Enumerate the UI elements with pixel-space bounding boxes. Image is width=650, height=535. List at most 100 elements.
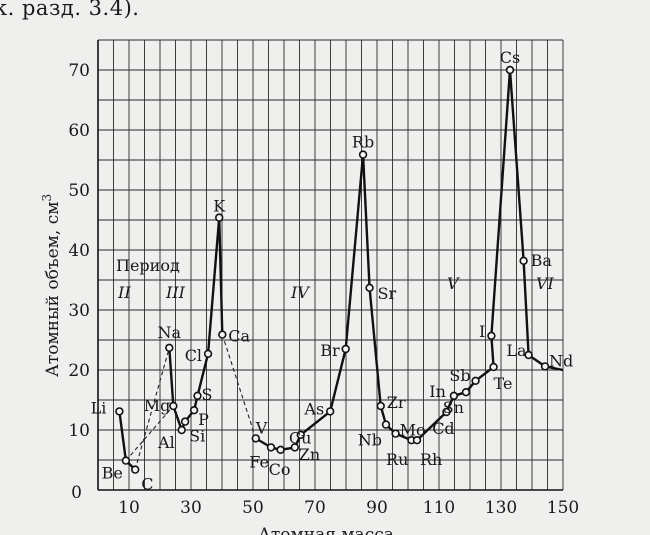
y-tick-label: 30 bbox=[68, 301, 90, 321]
marker-mo bbox=[391, 429, 400, 438]
x-tick-label: 50 bbox=[242, 498, 264, 518]
element-label-in: In bbox=[429, 382, 446, 401]
element-label-zr: Zr bbox=[387, 393, 406, 412]
marker-cs bbox=[505, 65, 515, 75]
marker-cd bbox=[442, 407, 451, 417]
series-segment bbox=[206, 216, 221, 355]
series-segment bbox=[415, 410, 448, 442]
element-label-co: Co bbox=[269, 460, 291, 479]
element-label-nd: Nd bbox=[549, 351, 573, 370]
y-tick-label: 60 bbox=[68, 121, 90, 141]
series-segment bbox=[490, 334, 495, 369]
x-tick-label: 30 bbox=[180, 498, 202, 518]
element-label-v: V bbox=[255, 418, 268, 437]
marker-co bbox=[276, 445, 285, 454]
series-segment bbox=[344, 153, 365, 351]
period-label: VI bbox=[536, 274, 555, 293]
element-label-i: I bbox=[479, 322, 485, 341]
y-tick-label: 40 bbox=[68, 241, 90, 261]
element-label-c: C bbox=[141, 475, 153, 494]
top-caption: к. разд. 3.4). bbox=[0, 0, 140, 20]
origin-label: 0 bbox=[71, 483, 82, 503]
element-label-p: P bbox=[198, 410, 209, 429]
data-markers bbox=[115, 65, 550, 474]
dashed-connectors bbox=[125, 334, 257, 470]
y-tick-label: 20 bbox=[68, 361, 90, 381]
element-label-fe: Fe bbox=[249, 452, 269, 471]
element-label-rb: Rb bbox=[352, 133, 374, 152]
marker-p bbox=[189, 406, 199, 415]
y-axis-label: Атомный объем, см3 bbox=[40, 194, 63, 377]
series-segment bbox=[218, 216, 224, 336]
period-label: V bbox=[447, 274, 460, 293]
element-label-ba: Ba bbox=[531, 251, 553, 270]
x-tick-label: 70 bbox=[304, 498, 326, 518]
dashed-connector bbox=[134, 347, 170, 470]
element-label-al: Al bbox=[157, 433, 175, 452]
x-tick-label: 130 bbox=[485, 498, 517, 518]
element-label-ru: Ru bbox=[386, 450, 408, 469]
marker-c bbox=[131, 465, 140, 474]
marker-s bbox=[193, 391, 202, 400]
marker-ca bbox=[218, 330, 227, 339]
element-label-sn: Sn bbox=[443, 398, 464, 417]
element-label-mg: Mg bbox=[144, 396, 171, 415]
x-tick-label: 150 bbox=[547, 498, 579, 518]
marker-li bbox=[115, 407, 124, 416]
marker-sn bbox=[461, 388, 471, 397]
x-tick-label: 110 bbox=[423, 498, 455, 518]
x-axis-label: Атомная масса bbox=[258, 525, 394, 535]
element-label-zn: Zn bbox=[299, 445, 320, 464]
marker-na bbox=[165, 343, 174, 352]
element-label-be: Be bbox=[102, 464, 123, 483]
element-label-mo: Mo bbox=[400, 421, 426, 440]
x-tick-label: 90 bbox=[366, 498, 388, 518]
series-segment bbox=[168, 346, 175, 408]
element-label-cs: Cs bbox=[500, 48, 520, 67]
y-tick-label: 10 bbox=[68, 421, 90, 441]
marker-nb bbox=[381, 420, 391, 429]
marker-si bbox=[180, 417, 190, 426]
marker-br bbox=[341, 344, 350, 354]
series-segment bbox=[361, 153, 371, 289]
series-segment bbox=[299, 410, 332, 436]
marker-mg bbox=[169, 401, 178, 411]
series-segment bbox=[508, 68, 525, 262]
period-title: Период bbox=[116, 256, 180, 275]
element-label-li: Li bbox=[91, 398, 107, 417]
dashed-connector bbox=[125, 405, 174, 461]
element-label-rh: Rh bbox=[420, 450, 442, 469]
marker-v bbox=[251, 434, 260, 443]
series-segment bbox=[118, 410, 128, 462]
tick-labels: 10 30 50 70 90 110 130 150 10 20 30 40 50 60 70 0 bbox=[68, 61, 579, 518]
x-tick-label: 10 bbox=[118, 498, 140, 518]
series-segment bbox=[368, 286, 382, 408]
series-segment bbox=[328, 347, 347, 413]
marker-sr bbox=[365, 283, 374, 292]
marker-as bbox=[325, 407, 335, 416]
period-label: IV bbox=[290, 283, 310, 302]
marker-be bbox=[121, 456, 131, 465]
series-segment bbox=[196, 352, 210, 397]
marker-i bbox=[487, 331, 496, 340]
element-label-ca: Ca bbox=[228, 327, 250, 346]
element-label-br: Br bbox=[320, 341, 340, 360]
element-label-nb: Nb bbox=[358, 431, 382, 450]
element-label-cl: Cl bbox=[185, 346, 202, 365]
marker-zn bbox=[296, 430, 305, 439]
marker-ba bbox=[519, 256, 528, 265]
marker-in bbox=[449, 391, 459, 400]
marker-rb bbox=[358, 150, 368, 159]
element-label-cd: Cd bbox=[432, 419, 454, 438]
y-axis-label-text: Атомный объем, см bbox=[43, 202, 63, 377]
element-label-as: As bbox=[303, 399, 324, 418]
y-axis-label-sup: 3 bbox=[40, 194, 54, 202]
element-label-s: S bbox=[202, 385, 213, 404]
axis-labels: Атомная масса Атомный объем, см3 bbox=[40, 194, 394, 535]
element-label-la: La bbox=[506, 341, 527, 360]
element-label-te: Te bbox=[494, 374, 513, 393]
element-label-cu: Cu bbox=[289, 428, 312, 447]
marker-la bbox=[524, 350, 533, 360]
